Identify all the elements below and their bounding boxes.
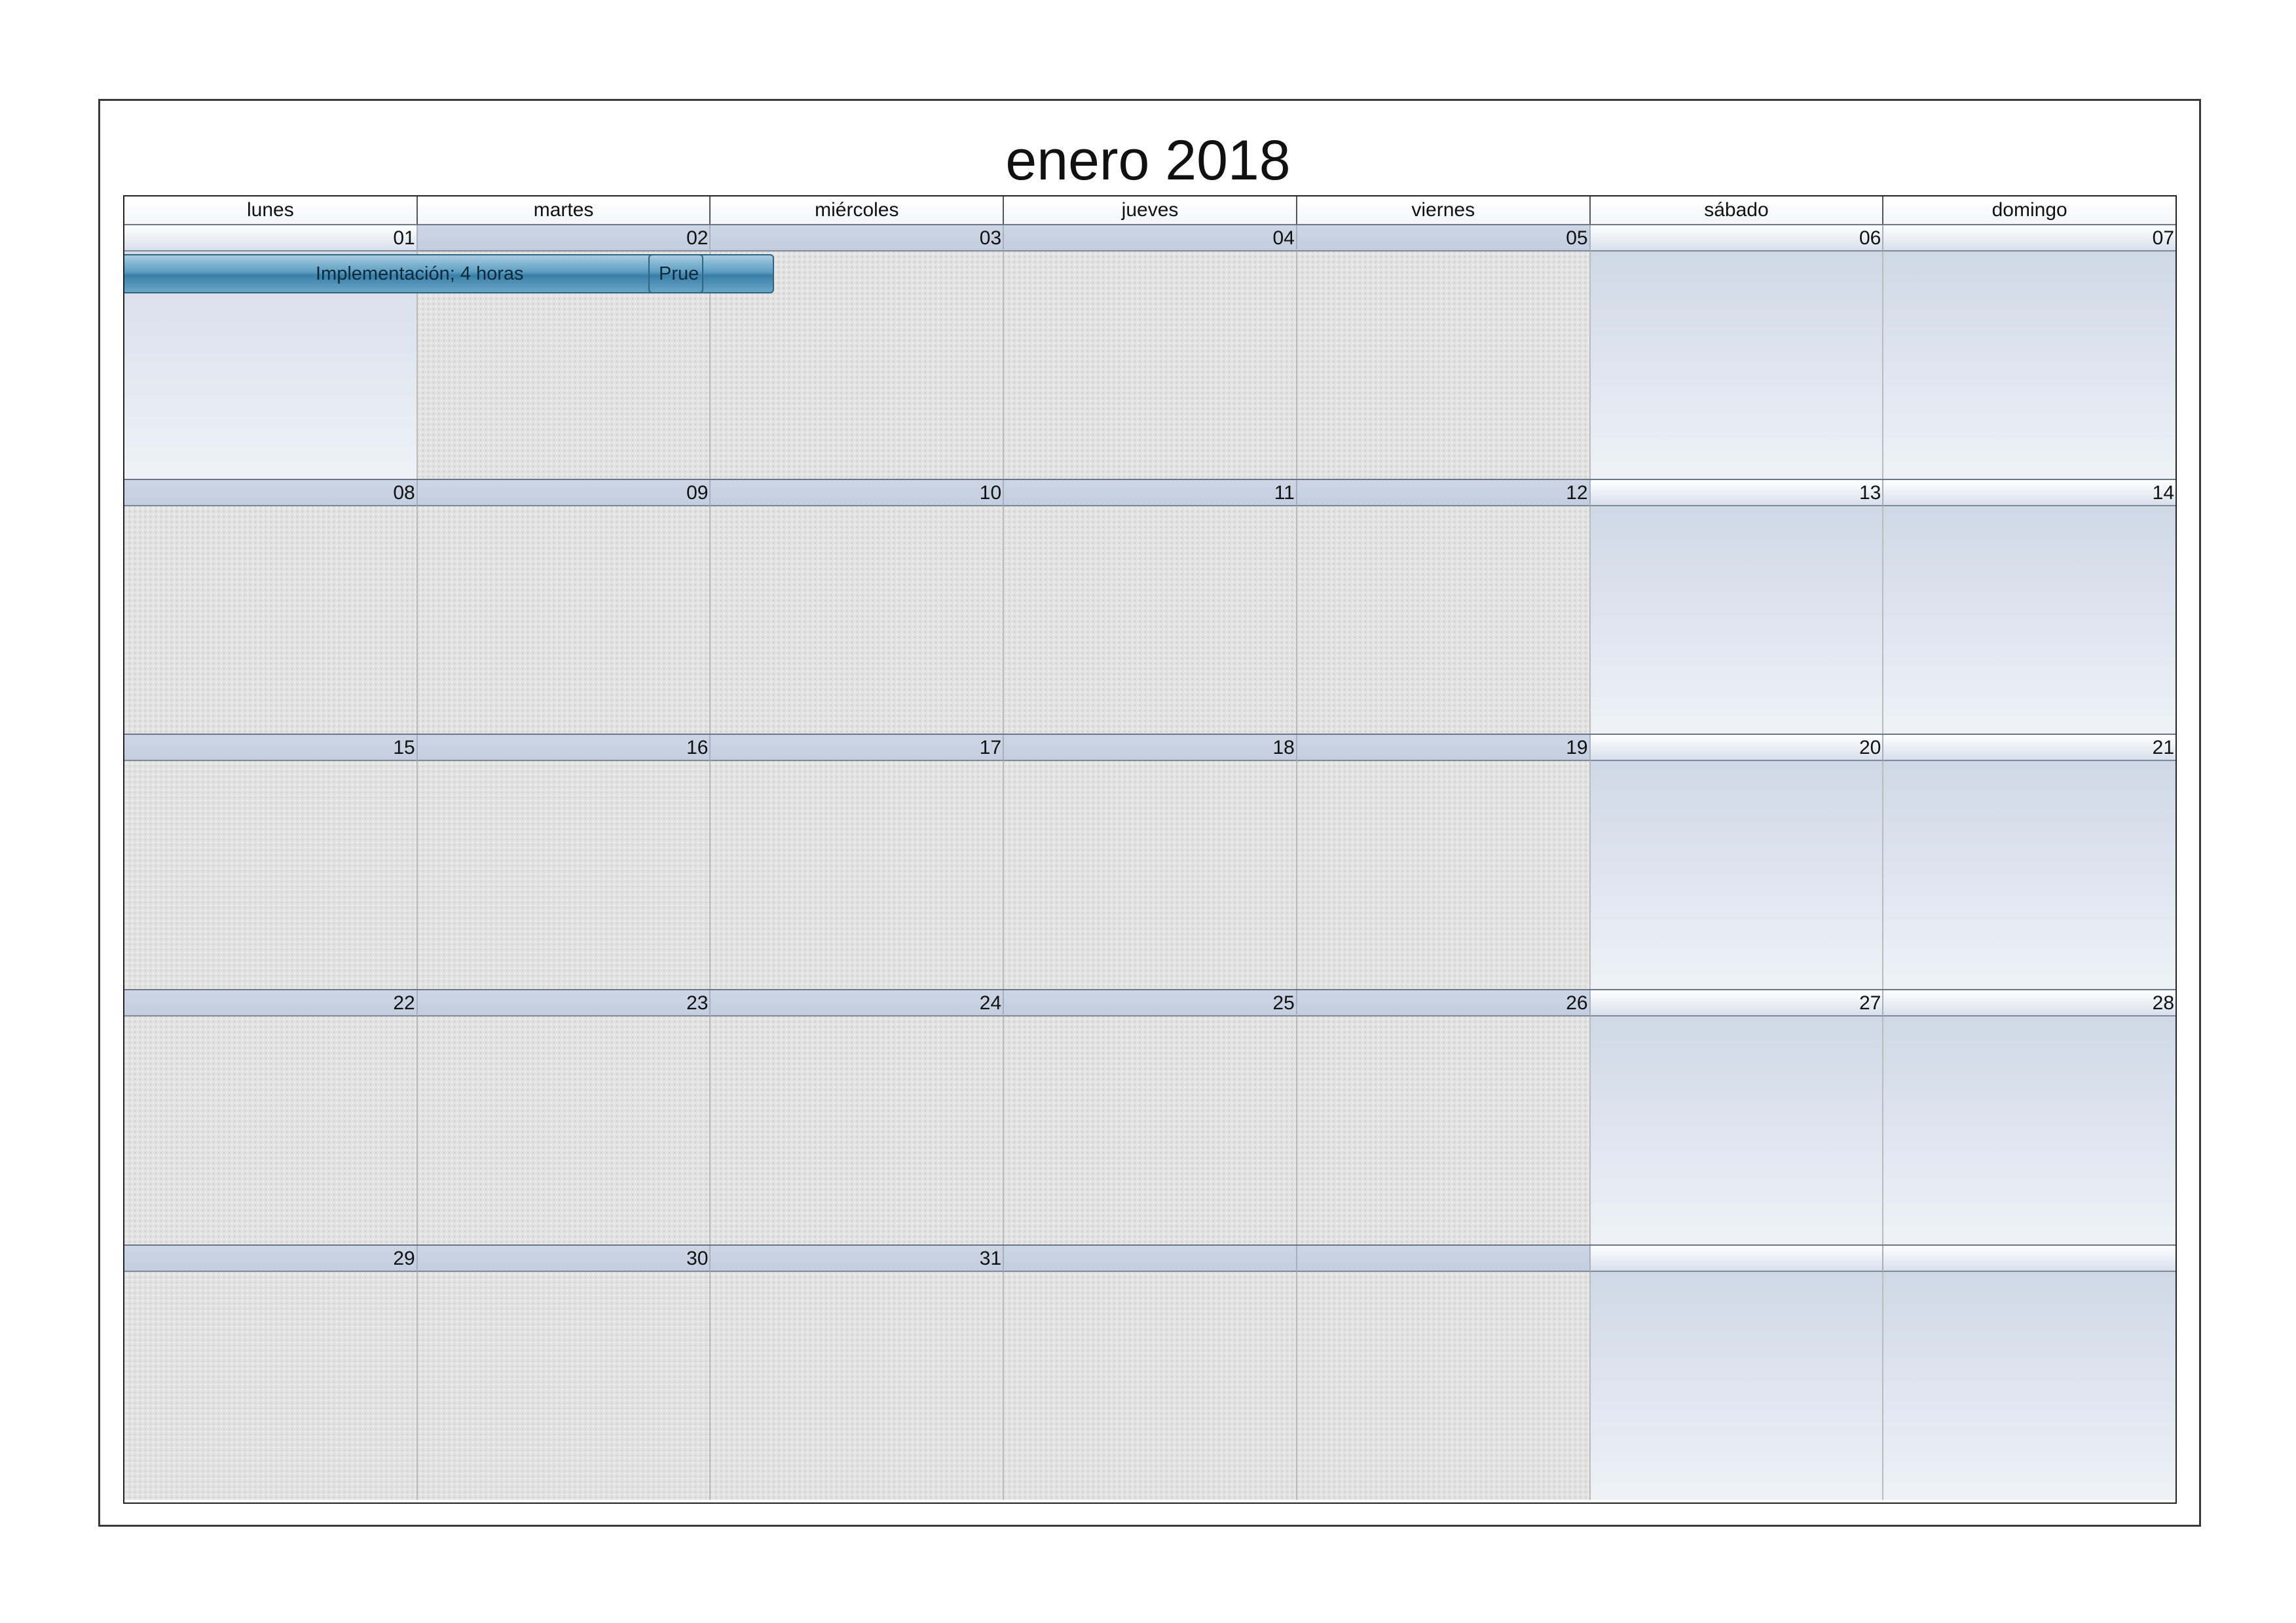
- day-number: 27: [1590, 990, 1884, 1017]
- day-number-row: 22 23 24 25 26 27 28: [124, 990, 2176, 1017]
- day-cell[interactable]: [417, 506, 711, 734]
- weekday-header: viernes: [1297, 196, 1591, 224]
- weekday-header: lunes: [124, 196, 418, 224]
- day-cell[interactable]: [1004, 1017, 1297, 1244]
- day-cell[interactable]: [1590, 1017, 1884, 1244]
- day-cell[interactable]: [1297, 1272, 1591, 1500]
- day-number: 21: [1883, 735, 2176, 761]
- day-number: 29: [124, 1246, 418, 1272]
- day-cell[interactable]: [1590, 252, 1884, 479]
- day-cell[interactable]: [1590, 506, 1884, 734]
- day-number-row: 08 09 10 11 12 13 14: [124, 480, 2176, 506]
- day-cell[interactable]: [124, 761, 418, 989]
- day-number: 06: [1590, 225, 1884, 252]
- day-number: 25: [1004, 990, 1297, 1017]
- day-number: 07: [1883, 225, 2176, 252]
- day-cell[interactable]: [1297, 252, 1591, 479]
- day-number: 24: [711, 990, 1005, 1017]
- day-cell[interactable]: [417, 761, 711, 989]
- week-row: 15 16 17 18 19 20 21: [124, 734, 2176, 989]
- day-number: 19: [1297, 735, 1591, 761]
- day-number: 09: [417, 480, 711, 506]
- day-number: 08: [124, 480, 418, 506]
- day-cell[interactable]: [1883, 506, 2176, 734]
- day-number: 05: [1297, 225, 1591, 252]
- day-number: 14: [1883, 480, 2176, 506]
- day-number: 22: [124, 990, 418, 1017]
- day-cell[interactable]: [711, 252, 1005, 479]
- day-number: 04: [1004, 225, 1297, 252]
- day-number: 10: [711, 480, 1005, 506]
- day-number: 03: [711, 225, 1005, 252]
- day-number: 28: [1883, 990, 2176, 1017]
- day-cell[interactable]: [1004, 252, 1297, 479]
- day-cell[interactable]: [711, 1017, 1005, 1244]
- day-number: 15: [124, 735, 418, 761]
- day-cell[interactable]: [711, 506, 1005, 734]
- day-number: 02: [417, 225, 711, 252]
- day-number: 13: [1590, 480, 1884, 506]
- weekday-header: domingo: [1883, 196, 2176, 224]
- calendar-title: enero 2018: [1005, 129, 1291, 192]
- weekday-header: miércoles: [711, 196, 1005, 224]
- weekday-header: jueves: [1004, 196, 1297, 224]
- day-cell[interactable]: [1883, 761, 2176, 989]
- day-cell[interactable]: [711, 1272, 1005, 1500]
- day-cell[interactable]: [1004, 1272, 1297, 1500]
- day-cell[interactable]: [124, 1272, 418, 1500]
- day-cells-row: [124, 761, 2176, 989]
- day-cell[interactable]: [1004, 506, 1297, 734]
- day-number: 26: [1297, 990, 1591, 1017]
- day-number-row: 01 02 03 04 05 06 07: [124, 225, 2176, 252]
- week-row: 22 23 24 25 26 27 28: [124, 989, 2176, 1244]
- day-number: 31: [711, 1246, 1005, 1272]
- weekday-header-row: lunes martes miércoles jueves viernes sá…: [124, 196, 2176, 224]
- day-number: [1590, 1246, 1884, 1272]
- day-cell[interactable]: [1590, 1272, 1884, 1500]
- day-cell[interactable]: [1883, 252, 2176, 479]
- day-number: 20: [1590, 735, 1884, 761]
- day-number: [1297, 1246, 1591, 1272]
- day-number-row: 29 30 31: [124, 1246, 2176, 1272]
- day-number: 11: [1004, 480, 1297, 506]
- day-number: 12: [1297, 480, 1591, 506]
- week-row: 08 09 10 11 12 13 14: [124, 479, 2176, 734]
- weekday-header: martes: [417, 196, 711, 224]
- day-cell[interactable]: [1297, 506, 1591, 734]
- day-cells-row: [124, 1272, 2176, 1500]
- day-cell[interactable]: [1297, 761, 1591, 989]
- day-cell[interactable]: [124, 1017, 418, 1244]
- day-number: [1004, 1246, 1297, 1272]
- calendar-grid: lunes martes miércoles jueves viernes sá…: [123, 195, 2177, 1504]
- day-number: 30: [417, 1246, 711, 1272]
- day-cells-row: [124, 506, 2176, 734]
- weekday-header: sábado: [1590, 196, 1884, 224]
- day-cell[interactable]: [417, 1272, 711, 1500]
- day-number: 16: [417, 735, 711, 761]
- event-bar[interactable]: Prue: [648, 254, 703, 293]
- day-cell[interactable]: [1004, 761, 1297, 989]
- day-number: 01: [124, 225, 418, 252]
- day-cell[interactable]: [124, 506, 418, 734]
- day-number: 17: [711, 735, 1005, 761]
- day-cell[interactable]: [1590, 761, 1884, 989]
- day-number-row: 15 16 17 18 19 20 21: [124, 735, 2176, 761]
- week-row: 29 30 31: [124, 1244, 2176, 1500]
- day-number: 18: [1004, 735, 1297, 761]
- day-cell[interactable]: [417, 1017, 711, 1244]
- day-cells-row: [124, 1017, 2176, 1244]
- week-row: 01 02 03 04 05 06 07 Implementación; 4 horas Pru…: [124, 224, 2176, 479]
- day-number: [1883, 1246, 2176, 1272]
- day-cell[interactable]: [1883, 1272, 2176, 1500]
- day-cell[interactable]: [711, 761, 1005, 989]
- page-frame: [98, 99, 2201, 1527]
- day-cell[interactable]: [1297, 1017, 1591, 1244]
- day-number: 23: [417, 990, 711, 1017]
- day-cell[interactable]: [1883, 1017, 2176, 1244]
